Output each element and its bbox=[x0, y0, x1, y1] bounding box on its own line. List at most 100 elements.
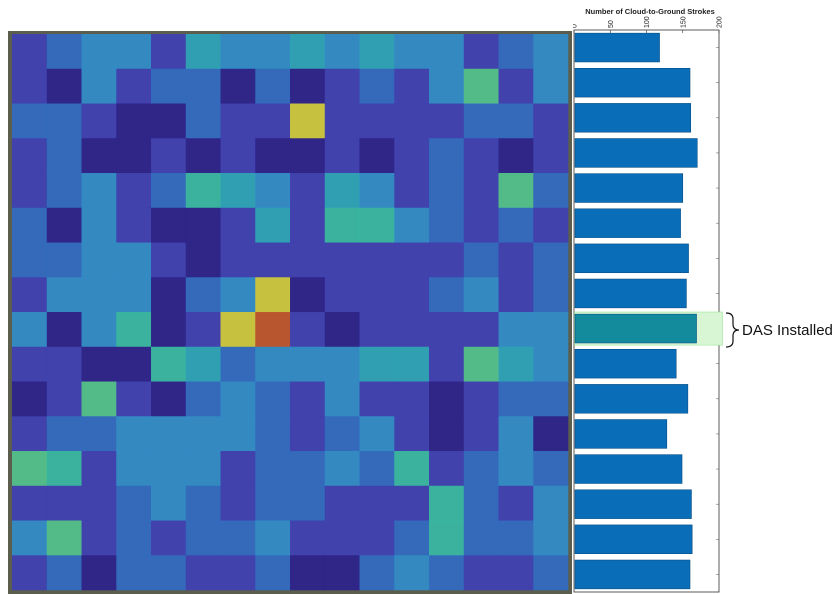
heatmap-cell bbox=[185, 207, 221, 243]
heatmap-cell bbox=[116, 555, 152, 591]
heatmap-cell bbox=[116, 416, 152, 452]
heatmap-cell bbox=[429, 103, 465, 139]
heatmap-cell bbox=[185, 346, 221, 382]
heatmap-cell bbox=[324, 555, 360, 591]
heatmap-cell bbox=[533, 103, 569, 139]
heatmap-cell bbox=[116, 242, 152, 278]
heatmap-cell bbox=[220, 207, 256, 243]
heatmap-cell bbox=[185, 312, 221, 348]
heatmap-cell bbox=[359, 485, 395, 521]
heatmap-cell bbox=[290, 520, 326, 556]
heatmap-cell bbox=[394, 451, 430, 487]
bar bbox=[574, 559, 691, 590]
heatmap-cell bbox=[429, 68, 465, 104]
heatmap-cell bbox=[255, 207, 291, 243]
heatmap-cell bbox=[429, 34, 465, 70]
heatmap-cell bbox=[290, 68, 326, 104]
heatmap-cell bbox=[498, 416, 534, 452]
heatmap-cell bbox=[220, 520, 256, 556]
x-tick-label: 50 bbox=[608, 20, 615, 28]
heatmap-cell bbox=[116, 173, 152, 209]
heatmap-cell bbox=[394, 173, 430, 209]
heatmap-cell bbox=[151, 451, 187, 487]
bar bbox=[574, 278, 687, 309]
heatmap-cell bbox=[116, 485, 152, 521]
heatmap-cell bbox=[533, 555, 569, 591]
heatmap-cell bbox=[255, 277, 291, 313]
heatmap-cell bbox=[116, 346, 152, 382]
heatmap-cell bbox=[290, 555, 326, 591]
heatmap-cell bbox=[394, 555, 430, 591]
heatmap-cell bbox=[12, 312, 48, 348]
heatmap-cell bbox=[394, 34, 430, 70]
heatmap-cell bbox=[429, 451, 465, 487]
heatmap-cell bbox=[533, 277, 569, 313]
heatmap-cell bbox=[185, 103, 221, 139]
heatmap-cell bbox=[81, 381, 117, 417]
heatmap-cell bbox=[255, 138, 291, 174]
heatmap-cell bbox=[429, 485, 465, 521]
heatmap-cell bbox=[81, 416, 117, 452]
heatmap-cell bbox=[463, 346, 499, 382]
heatmap-cell bbox=[46, 312, 82, 348]
heatmap-cell bbox=[185, 381, 221, 417]
heatmap-cell bbox=[185, 277, 221, 313]
heatmap-cell bbox=[151, 277, 187, 313]
heatmap-cell bbox=[463, 381, 499, 417]
heatmap-cell bbox=[220, 485, 256, 521]
heatmap-cell bbox=[394, 485, 430, 521]
bar bbox=[574, 243, 689, 274]
heatmap-cell bbox=[290, 138, 326, 174]
bar bbox=[574, 208, 681, 238]
bar bbox=[574, 67, 691, 98]
heatmap-cell bbox=[359, 346, 395, 382]
bar bbox=[574, 348, 677, 379]
x-tick-label: 100 bbox=[644, 16, 651, 28]
heatmap-cell bbox=[290, 207, 326, 243]
stroke-count-bar-panel: Number of Cloud-to-Ground Strokes 0 50 100… bbox=[573, 0, 840, 594]
stroke-count-bar-chart: Number of Cloud-to-Ground Strokes 0 50 100… bbox=[573, 7, 833, 593]
heatmap-cell bbox=[533, 346, 569, 382]
heatmap-cell bbox=[151, 555, 187, 591]
heatmap-cell bbox=[12, 451, 48, 487]
heatmap-cell bbox=[533, 451, 569, 487]
heatmap-cell bbox=[255, 555, 291, 591]
heatmap-cell bbox=[255, 520, 291, 556]
heatmap-cell bbox=[116, 103, 152, 139]
heatmap-cell bbox=[359, 103, 395, 139]
heatmap-cell bbox=[81, 138, 117, 174]
heatmap-cell bbox=[324, 346, 360, 382]
heatmap-cell bbox=[290, 346, 326, 382]
heatmap-cell bbox=[81, 346, 117, 382]
heatmap-cell bbox=[255, 346, 291, 382]
heatmap-cell bbox=[429, 277, 465, 313]
heatmap-cell bbox=[324, 416, 360, 452]
heatmap-cell bbox=[46, 34, 82, 70]
heatmap-cell bbox=[220, 555, 256, 591]
heatmap-cell bbox=[185, 242, 221, 278]
heatmap-cell bbox=[498, 312, 534, 348]
heatmap-cell bbox=[359, 242, 395, 278]
bar bbox=[574, 454, 683, 484]
heatmap-cell bbox=[185, 520, 221, 556]
heatmap-cell bbox=[220, 277, 256, 313]
heatmap-cell bbox=[81, 207, 117, 243]
heatmap-cell bbox=[290, 103, 326, 139]
annotation-brace-icon bbox=[725, 312, 740, 348]
heatmap-cell bbox=[533, 34, 569, 70]
heatmap-cell bbox=[290, 173, 326, 209]
heatmap-cell bbox=[46, 485, 82, 521]
bar bbox=[574, 32, 660, 63]
heatmap-cell bbox=[255, 416, 291, 452]
heatmap-cell bbox=[498, 68, 534, 104]
heatmap-cell bbox=[151, 485, 187, 521]
heatmap-cell bbox=[533, 242, 569, 278]
heatmap-cell bbox=[394, 520, 430, 556]
heatmap-cell bbox=[394, 381, 430, 417]
heatmap-cell bbox=[463, 451, 499, 487]
heatmap-cell bbox=[46, 555, 82, 591]
heatmap-cell bbox=[429, 555, 465, 591]
heatmap-cell bbox=[463, 555, 499, 591]
heatmap-cell bbox=[255, 242, 291, 278]
heatmap-cell bbox=[12, 68, 48, 104]
